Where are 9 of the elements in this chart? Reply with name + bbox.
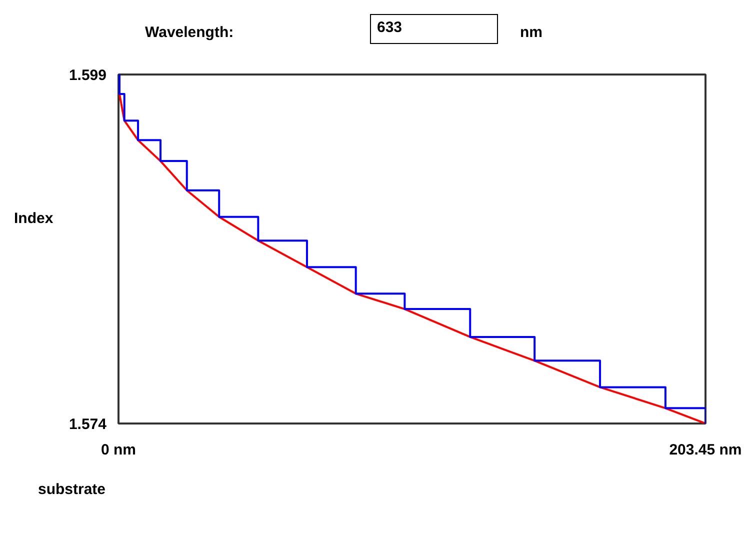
y-tick-label: 1.574 xyxy=(68,416,108,433)
x-tick-label: 0 nm xyxy=(100,442,136,458)
text: nm xyxy=(520,23,542,43)
y-tick-label: 1.599 xyxy=(68,67,107,84)
x-tick-label: 203.45 nm xyxy=(669,442,742,458)
text: 633 xyxy=(377,18,402,38)
y-axis-title: Index xyxy=(14,209,54,229)
text: Wavelength: xyxy=(145,23,234,43)
text: substrate xyxy=(38,480,106,500)
